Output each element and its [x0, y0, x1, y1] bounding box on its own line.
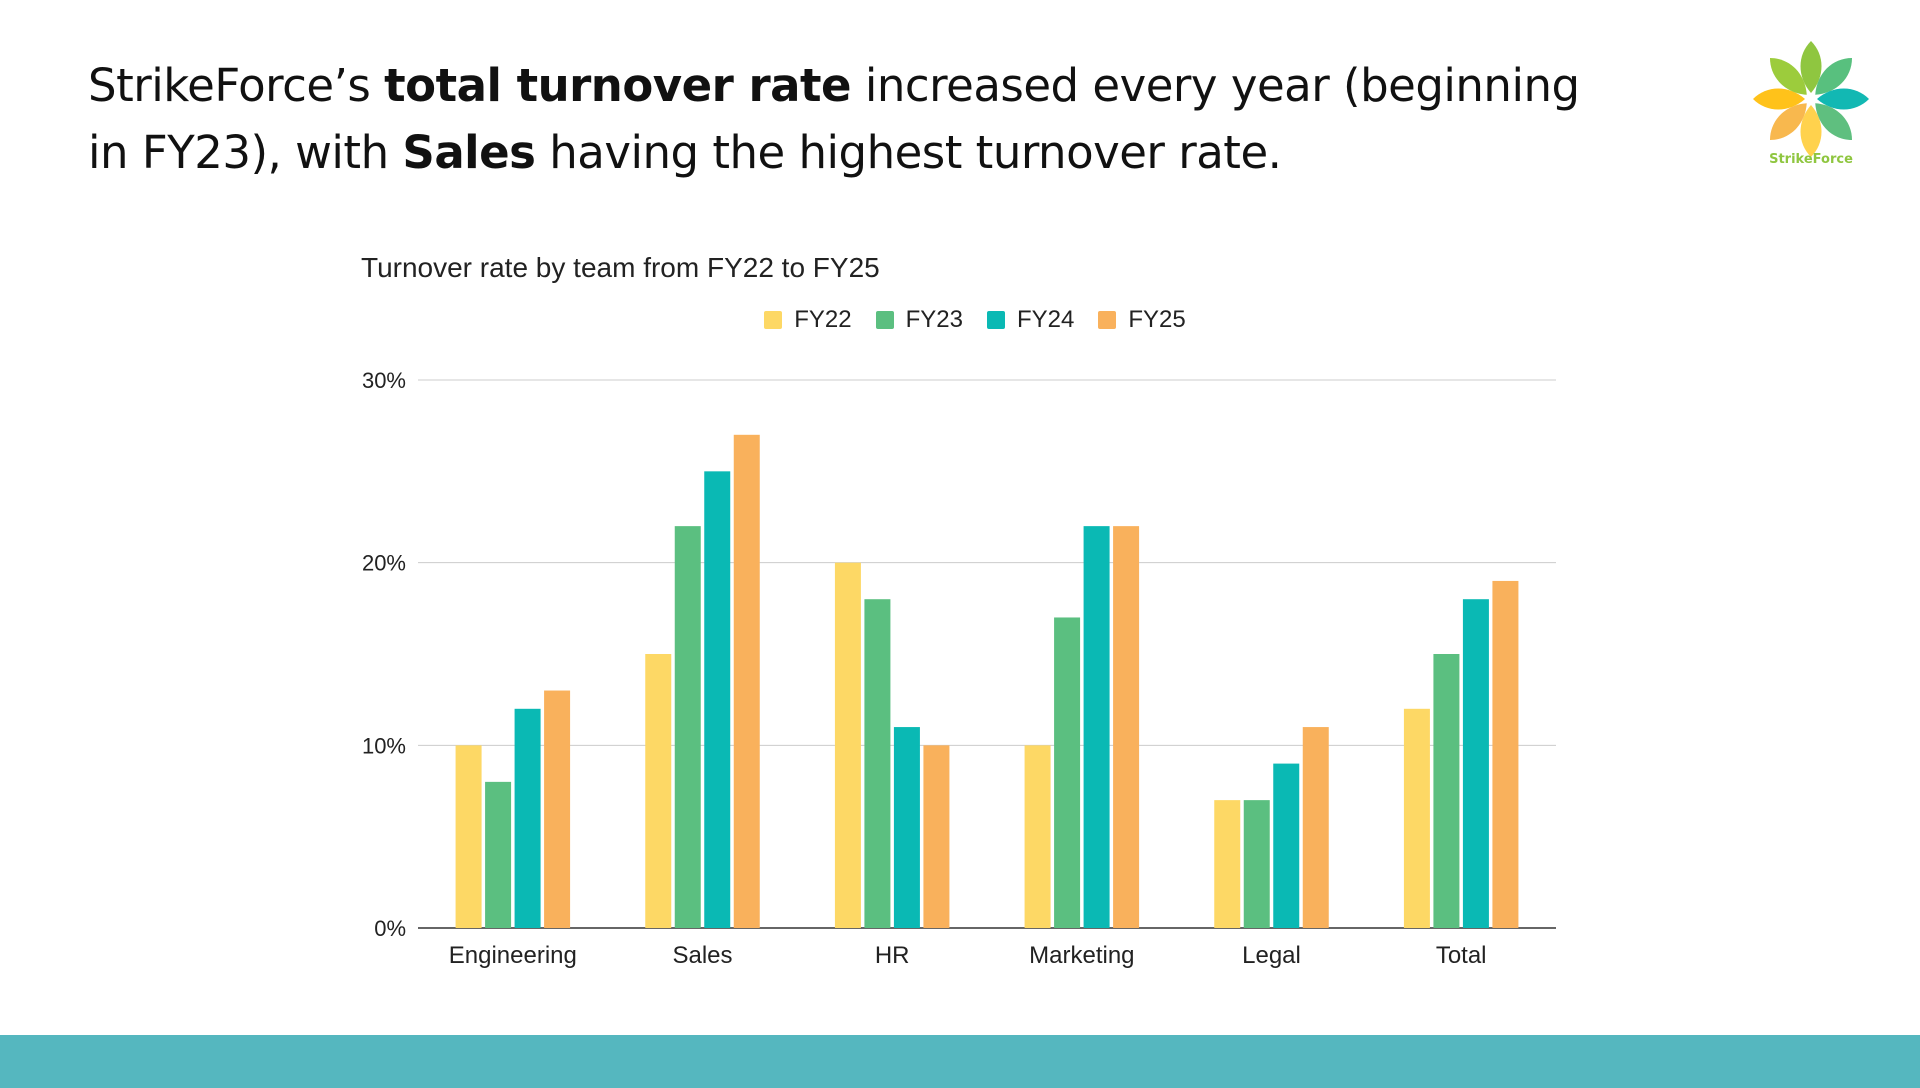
title-text: having the highest turnover rate.	[535, 126, 1282, 179]
legend-item: FY22	[764, 306, 852, 334]
chart-title: Turnover rate by team from FY22 to FY25	[361, 252, 880, 283]
bar	[704, 471, 731, 928]
bar	[1433, 654, 1460, 928]
title-text: StrikeForce’s	[88, 59, 385, 112]
bar	[923, 745, 950, 928]
bar	[1054, 617, 1081, 928]
bar	[514, 708, 541, 928]
x-tick-label: Marketing	[1029, 942, 1134, 969]
bar	[733, 434, 760, 928]
y-tick-label: 0%	[374, 916, 406, 941]
chart-legend: FY22 FY23 FY24 FY25	[0, 306, 1920, 334]
bar	[544, 690, 571, 928]
bar	[1273, 763, 1300, 928]
bar	[1302, 727, 1329, 928]
logo-petal	[1769, 103, 1807, 141]
y-tick-label: 20%	[362, 551, 406, 576]
logo-petal	[1815, 103, 1853, 141]
bar	[1083, 526, 1110, 928]
legend-label: FY22	[794, 306, 852, 333]
x-tick-label: Sales	[672, 942, 732, 969]
footer-band	[0, 1035, 1920, 1088]
y-tick-label: 10%	[362, 733, 406, 758]
bar	[674, 526, 701, 928]
bar	[485, 781, 512, 928]
logo-petal	[1769, 57, 1807, 95]
x-tick-label: Total	[1436, 942, 1487, 969]
slide-title: StrikeForce’s total turnover rate increa…	[88, 52, 1608, 186]
x-tick-label: HR	[875, 942, 910, 969]
legend-swatch	[764, 311, 783, 329]
legend-swatch	[987, 311, 1005, 329]
legend-item: FY23	[875, 306, 963, 334]
x-tick-label: Legal	[1242, 942, 1301, 969]
bar	[1492, 580, 1519, 928]
title-emphasis: total turnover rate	[384, 59, 852, 112]
legend-label: FY24	[1017, 306, 1075, 333]
logo-petal	[1753, 88, 1805, 110]
logo-wordmark: StrikeForce	[1769, 152, 1853, 167]
bar	[455, 745, 482, 928]
bar	[1243, 800, 1270, 928]
logo-petal	[1800, 41, 1822, 93]
y-tick-label: 30%	[362, 368, 406, 393]
legend-label: FY23	[905, 306, 963, 333]
bar	[893, 727, 920, 928]
bar	[864, 599, 891, 928]
legend-label: FY25	[1128, 306, 1186, 333]
legend-item: FY24	[987, 306, 1074, 334]
logo-petal	[1815, 57, 1853, 95]
bar	[1462, 599, 1489, 928]
bar	[1403, 708, 1430, 928]
bar-chart: 0% 10% 20% 30% Engineering Sales HR Marketing Le…	[362, 368, 1556, 969]
bar	[1214, 800, 1241, 928]
bar	[1024, 745, 1051, 928]
bar	[834, 562, 861, 928]
title-text: increased every year (beginning in FY23)…	[88, 59, 1580, 179]
bar	[1113, 526, 1140, 928]
legend-swatch	[875, 311, 894, 329]
strikeforce-logo-icon	[1753, 41, 1869, 157]
x-tick-label: Engineering	[449, 942, 577, 969]
title-emphasis: Sales	[402, 126, 536, 179]
bar	[645, 654, 672, 928]
logo-petal	[1817, 88, 1869, 110]
legend-swatch	[1098, 311, 1117, 329]
legend-item: FY25	[1098, 306, 1186, 334]
logo-petal	[1800, 105, 1822, 157]
